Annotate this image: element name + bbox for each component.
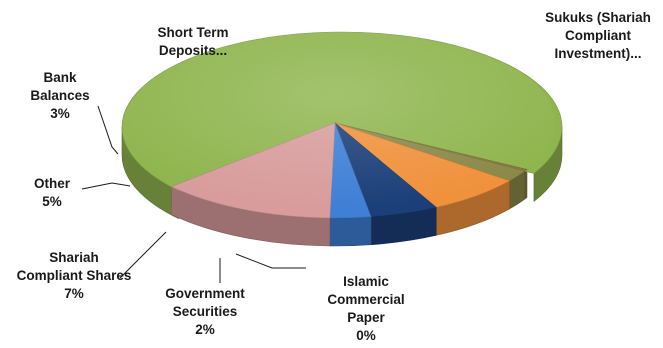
pie-slice-2-side (524, 168, 528, 200)
pie-slice-6-leader (97, 105, 119, 155)
pie-slice-2-label: Islamic Commercial Paper 0% (327, 274, 404, 343)
pie-slice-4-label: Shariah Compliant Shares 7% (17, 250, 132, 301)
pie-slice-2-leader (235, 253, 306, 269)
pie-labels: Sukuks (Shariah Compliant Investment)... Is… (17, 10, 651, 343)
pie-slice-4-leader (119, 231, 167, 279)
pie-slice-6-side (329, 216, 372, 247)
pie-slice-6-label: Bank Balances 3% (30, 70, 89, 121)
pie-slice-3-label: Government Securities 2% (165, 286, 245, 337)
pie-slice-7-label: Short Term Deposits... (157, 25, 228, 58)
pie-slice-1-label: Sukuks (Shariah Compliant Investment)... (545, 10, 651, 61)
pie-slice-5-label: Other 5% (34, 176, 71, 209)
pie-slice-5-leader (81, 182, 131, 190)
